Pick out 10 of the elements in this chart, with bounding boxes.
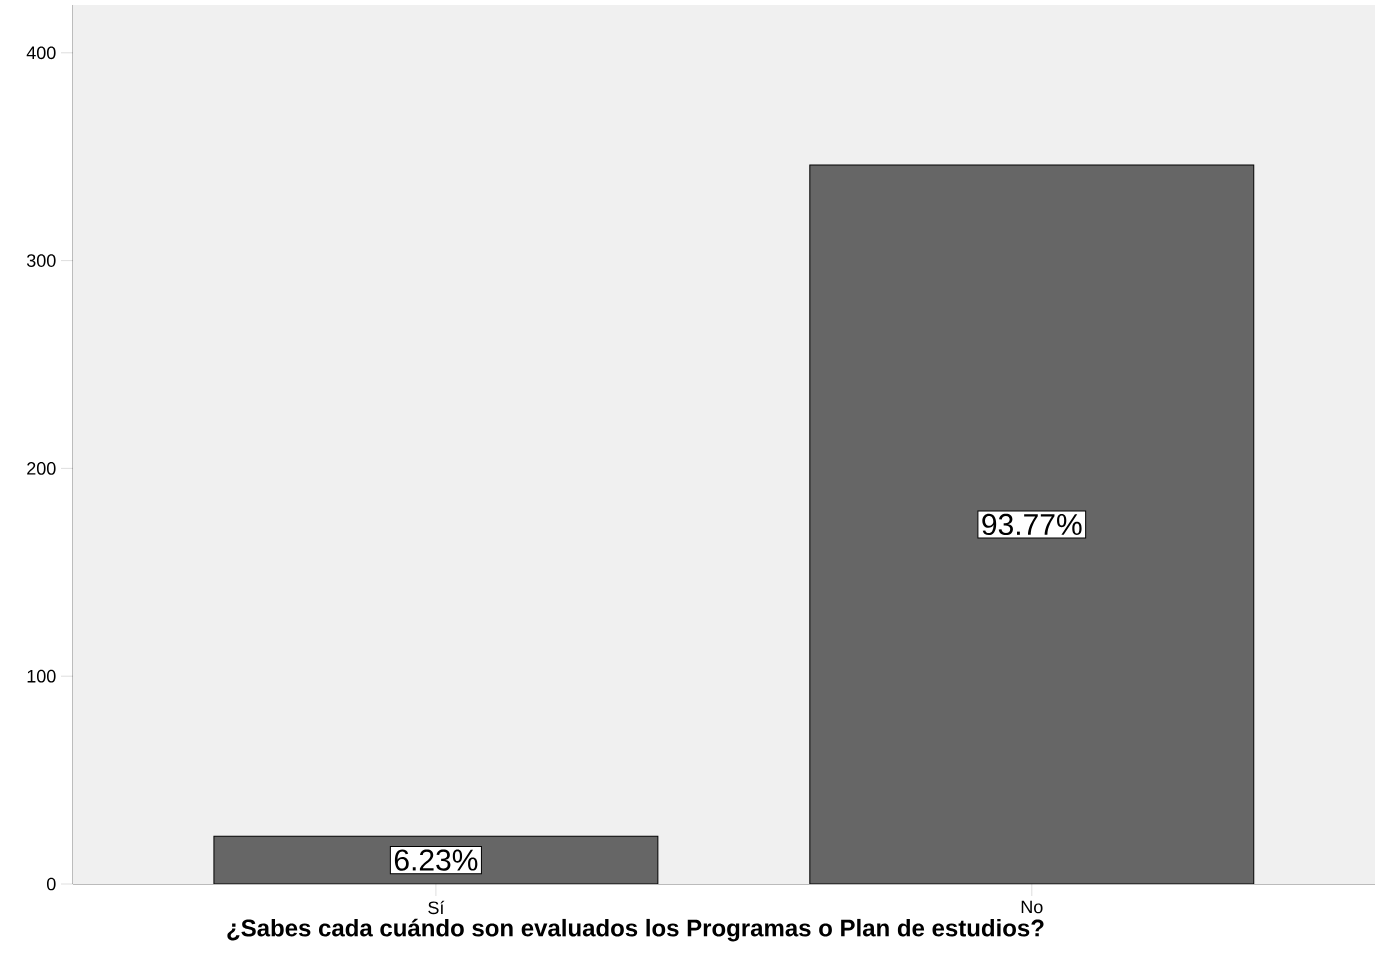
y-tick-label: 300 [26,254,56,267]
annotation: 6.23% [394,849,478,871]
annotation: 93.77% [982,513,1082,536]
x-tick-label: Sí [428,900,445,915]
y-tick-label: 400 [26,46,56,60]
x-axis-title: ¿Sabes cada cuándo son evaluados los Programas o Plan de estudios? [227,918,1044,942]
x-tick-label: No [1021,900,1043,914]
y-tick-label: 200 [27,462,56,475]
y-tick-label: 0 [46,877,56,891]
y-tick-label: 100 [27,669,56,683]
